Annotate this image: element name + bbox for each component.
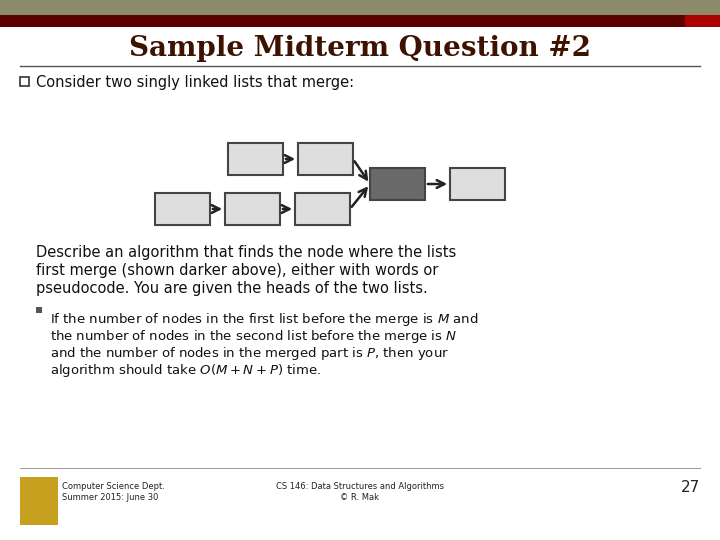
Text: algorithm should take $O(M + N + P)$ time.: algorithm should take $O(M + N + P)$ tim… xyxy=(50,362,321,379)
Bar xyxy=(228,143,283,175)
Bar xyxy=(36,307,42,313)
Text: If the number of nodes in the first list before the merge is $M$ and: If the number of nodes in the first list… xyxy=(50,311,479,328)
Bar xyxy=(685,12,720,27)
Text: Summer 2015: June 30: Summer 2015: June 30 xyxy=(62,493,158,502)
Bar xyxy=(20,477,58,525)
Text: first merge (shown darker above), either with words or: first merge (shown darker above), either… xyxy=(36,263,438,278)
Text: pseudocode. You are given the heads of the two lists.: pseudocode. You are given the heads of t… xyxy=(36,281,428,296)
Text: Describe an algorithm that finds the node where the lists: Describe an algorithm that finds the nod… xyxy=(36,245,456,260)
Bar xyxy=(155,193,210,225)
Text: the number of nodes in the second list before the merge is $N$: the number of nodes in the second list b… xyxy=(50,328,457,345)
Bar xyxy=(298,143,353,175)
Bar xyxy=(225,193,280,225)
Text: and the number of nodes in the merged part is $P$, then your: and the number of nodes in the merged pa… xyxy=(50,345,449,362)
Text: © R. Mak: © R. Mak xyxy=(341,493,379,502)
Bar xyxy=(295,193,350,225)
Text: Consider two singly linked lists that merge:: Consider two singly linked lists that me… xyxy=(36,75,354,90)
Text: CS 146: Data Structures and Algorithms: CS 146: Data Structures and Algorithms xyxy=(276,482,444,491)
Bar xyxy=(0,15,720,27)
Text: 27: 27 xyxy=(680,481,700,496)
Bar xyxy=(0,0,720,15)
Bar xyxy=(20,77,29,86)
Bar xyxy=(685,7,720,15)
Text: Sample Midterm Question #2: Sample Midterm Question #2 xyxy=(129,35,591,62)
Bar xyxy=(450,168,505,200)
Text: Computer Science Dept.: Computer Science Dept. xyxy=(62,482,165,491)
Bar xyxy=(370,168,425,200)
